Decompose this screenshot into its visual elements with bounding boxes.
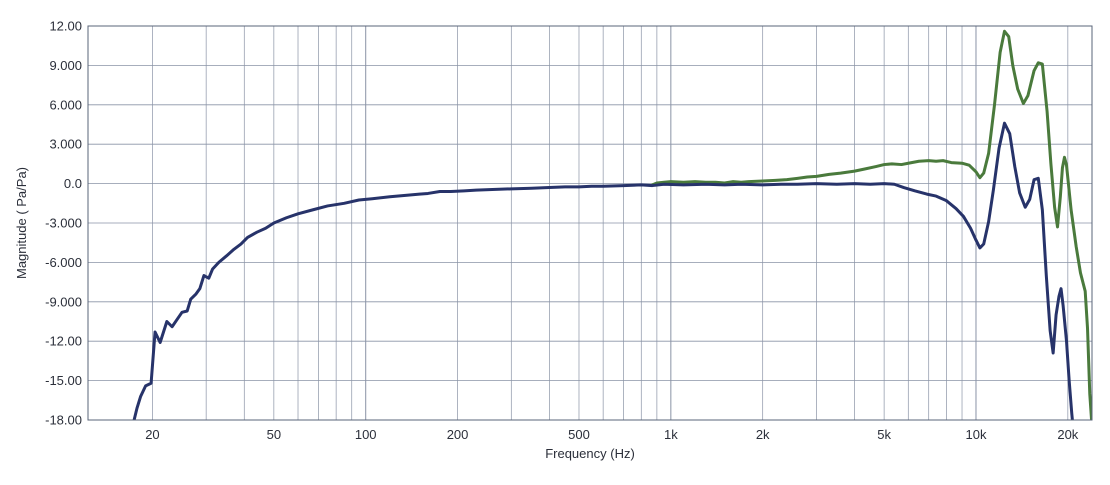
x-axis-title: Frequency (Hz) [545,446,635,461]
y-tick-label: 9.000 [49,58,82,73]
y-tick-label: -6.000 [45,255,82,270]
y-axis-title: Magnitude ( Pa/Pa) [14,167,29,279]
y-tick-labels: 12.00 9.000 6.000 3.000 0.0 -3.000 -6.000 -9.00… [45,19,82,428]
x-tick-label: 1k [664,427,678,442]
series-layer [132,29,1092,420]
grid [88,25,1092,421]
x-tick-label: 20 [145,427,159,442]
x-tick-label: 10k [965,427,986,442]
y-tick-label: -3.000 [45,216,82,231]
plot-frame [87,25,1093,421]
y-tick-label: -9.000 [45,294,82,309]
y-tick-label: -12.00 [45,334,82,349]
y-tick-label: -15.00 [45,373,82,388]
series-line-2 [132,121,1074,420]
x-tick-label: 100 [355,427,377,442]
x-tick-label: 2k [756,427,770,442]
y-tick-label: 3.000 [49,137,82,152]
y-tick-label: -18.00 [45,413,82,428]
y-tick-label: 0.0 [64,176,82,191]
x-tick-label: 200 [447,427,469,442]
x-tick-labels: 20 50 100 200 500 1k 2k 5k 10k 20k [145,427,1079,442]
y-tick-label: 12.00 [49,19,82,34]
series-line-1 [650,29,1092,420]
x-tick-label: 5k [877,427,891,442]
x-tick-label: 500 [568,427,590,442]
y-tick-label: 6.000 [49,97,82,112]
x-tick-label: 50 [267,427,281,442]
x-tick-label: 20k [1057,427,1078,442]
